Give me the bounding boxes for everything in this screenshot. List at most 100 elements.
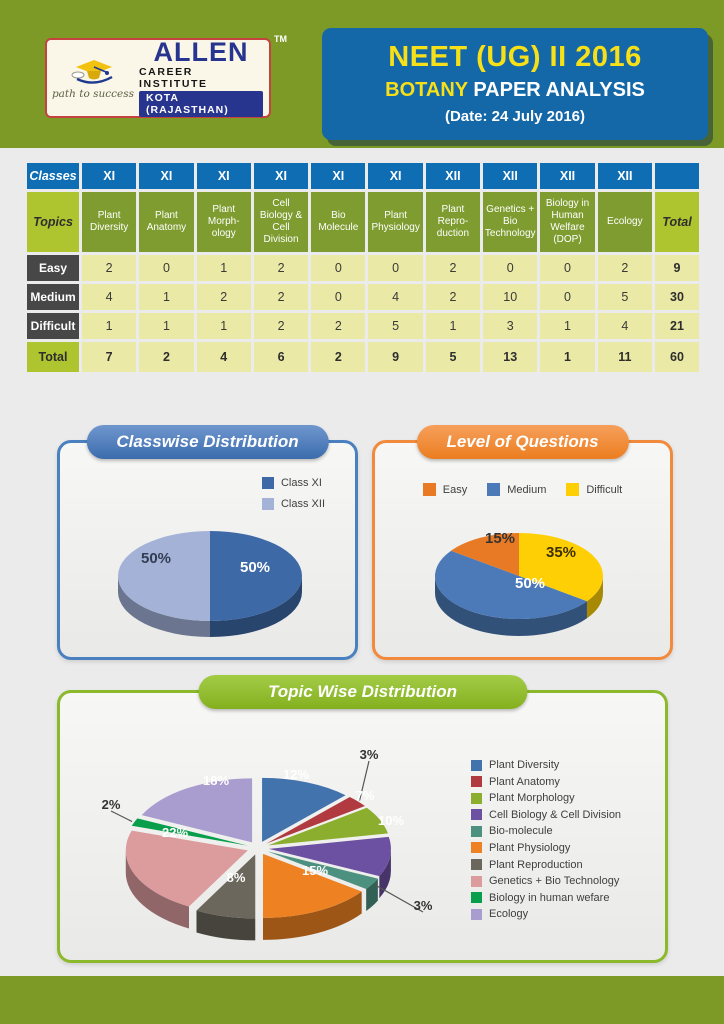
topic-header-cell: Ecology bbox=[597, 192, 652, 252]
pie-percentage-label: 15% bbox=[302, 863, 328, 878]
subject-name: BOTANY bbox=[385, 79, 468, 101]
pie-slice-side bbox=[196, 910, 256, 941]
legend-item: Medium bbox=[487, 483, 546, 496]
pie-slice bbox=[266, 796, 365, 844]
logo-city-text: KOTA (RAJASTHAN) bbox=[139, 91, 263, 117]
topics-corner-cell: Topics bbox=[27, 192, 79, 252]
legend-label: Easy bbox=[442, 483, 468, 496]
value-cell: 1 bbox=[540, 313, 595, 339]
logo-emblem: path to success bbox=[47, 56, 139, 100]
logo-brand-text: ALLEN bbox=[153, 37, 249, 67]
legend-label: Bio-molecule bbox=[489, 825, 553, 838]
legend-label: Class XII bbox=[280, 498, 325, 510]
value-cell: 0 bbox=[311, 255, 366, 281]
legend-item: Difficult bbox=[566, 483, 622, 496]
pie-slice bbox=[131, 818, 248, 846]
classwise-distribution-card: Classwise Distribution 50% 50% Class XI Cl… bbox=[57, 425, 358, 660]
class-header-cell: XI bbox=[82, 163, 137, 189]
value-cell: 1 bbox=[82, 313, 137, 339]
analysis-table: Classes XI XI XI XI XI XI XII XII XII XII Topics Pla… bbox=[24, 160, 702, 375]
exam-title: NEET (UG) II 2016 bbox=[388, 41, 642, 73]
subtitle-rest: PAPER ANALYSIS bbox=[473, 79, 645, 101]
value-cell: 2 bbox=[253, 313, 309, 339]
pie-slice bbox=[435, 550, 587, 619]
pie-slice-side bbox=[435, 576, 587, 636]
legend-label: Ecology bbox=[489, 908, 529, 921]
pie-slice-side bbox=[379, 848, 391, 899]
value-cell: 2 bbox=[196, 284, 251, 310]
legend-color-swatch bbox=[471, 759, 482, 771]
pie-slice-side bbox=[366, 878, 378, 911]
topic-header-cell: Plant Morph- ology bbox=[196, 192, 251, 252]
topic-header-cell: Plant Repro- duction bbox=[425, 192, 481, 252]
column-total-cell: 13 bbox=[483, 342, 538, 372]
legend-item: Ecology bbox=[471, 908, 621, 920]
legend-color-swatch bbox=[261, 498, 274, 510]
grand-total-cell: 60 bbox=[655, 342, 699, 372]
legend-item: Biology in human wefare bbox=[471, 892, 621, 904]
legend-item: Plant Diversity bbox=[471, 759, 621, 771]
legend-item: Plant Anatomy bbox=[471, 776, 621, 788]
value-cell: 2 bbox=[425, 284, 481, 310]
legend-label: Medium bbox=[507, 483, 547, 496]
value-cell: 4 bbox=[368, 284, 423, 310]
difficulty-label-cell: Difficult bbox=[27, 313, 79, 339]
row-total-cell: 21 bbox=[655, 313, 699, 339]
allen-logo: path to success ALLEN CAREER INSTITUTE K… bbox=[45, 38, 271, 118]
level-of-questions-card: Level of Questions 35% 50% 15% Easy Medium D… bbox=[372, 425, 673, 660]
legend-color-swatch bbox=[422, 483, 436, 496]
pie-percentage-label: 12% bbox=[283, 767, 309, 782]
value-cell: 1 bbox=[139, 313, 194, 339]
class-header-cell: XI bbox=[368, 163, 423, 189]
pie-percentage-label: 3% bbox=[414, 898, 433, 913]
value-cell: 2 bbox=[597, 255, 652, 281]
graduation-cap-icon bbox=[71, 60, 113, 84]
topic-pie-chart: 12% 3% 7%10% 3% 15% 8% 22% 2% 18% bbox=[102, 747, 433, 941]
callout-line bbox=[374, 884, 424, 913]
class-header-cell: XI bbox=[253, 163, 309, 189]
legend-label: Plant Physiology bbox=[489, 841, 571, 854]
classwise-pie-chart: 50% 50% bbox=[118, 531, 302, 637]
column-total-cell: 5 bbox=[425, 342, 481, 372]
topic-header-cell: Plant Physiology bbox=[368, 192, 423, 252]
value-cell: 3 bbox=[483, 313, 538, 339]
value-cell: 0 bbox=[311, 284, 366, 310]
value-cell: 0 bbox=[368, 255, 423, 281]
legend-label: Plant Morphology bbox=[489, 792, 575, 805]
legend-label: Plant Reproduction bbox=[489, 858, 583, 871]
column-total-cell: 1 bbox=[540, 342, 595, 372]
topic-header-cell: Plant Anatomy bbox=[139, 192, 194, 252]
legend-color-swatch bbox=[471, 892, 482, 904]
legend-item: Class XII bbox=[261, 498, 325, 510]
pie-percentage-label: 18% bbox=[203, 773, 229, 788]
pie-slice bbox=[196, 854, 256, 919]
class-header-cell: XI bbox=[311, 163, 366, 189]
footer-band bbox=[0, 976, 724, 1024]
pie-percentage-label: 8% bbox=[227, 870, 246, 885]
legend-label: Class XI bbox=[280, 477, 322, 489]
column-total-cell: 6 bbox=[253, 342, 309, 372]
value-cell: 0 bbox=[139, 255, 194, 281]
class-header-cell: XII bbox=[483, 163, 538, 189]
total-column-header-cell: Total bbox=[655, 192, 699, 252]
pie-slice bbox=[519, 533, 603, 602]
value-cell: 5 bbox=[597, 284, 652, 310]
legend-color-swatch bbox=[471, 776, 482, 788]
pie-slice bbox=[262, 777, 346, 842]
value-cell: 1 bbox=[196, 313, 251, 339]
value-cell: 2 bbox=[253, 284, 309, 310]
value-cell: 10 bbox=[483, 284, 538, 310]
legend-item: Plant Reproduction bbox=[471, 859, 621, 871]
column-total-cell: 2 bbox=[139, 342, 194, 372]
class-header-cell: XI bbox=[139, 163, 194, 189]
column-total-cell: 11 bbox=[597, 342, 652, 372]
legend-label: Cell Biology & Cell Division bbox=[489, 808, 622, 821]
difficulty-label-cell: Medium bbox=[27, 284, 79, 310]
legend-color-swatch bbox=[261, 477, 274, 489]
legend-label: Plant Anatomy bbox=[489, 775, 560, 788]
legend-color-swatch bbox=[471, 875, 482, 887]
pie-percentage-label: 50% bbox=[141, 550, 171, 567]
paper-analysis-subtitle: BOTANY PAPER ANALYSIS bbox=[322, 79, 708, 102]
logo-wordmark: ALLEN CAREER INSTITUTE KOTA (RAJASTHAN) bbox=[139, 39, 269, 117]
legend-item: Class XI bbox=[261, 477, 325, 489]
